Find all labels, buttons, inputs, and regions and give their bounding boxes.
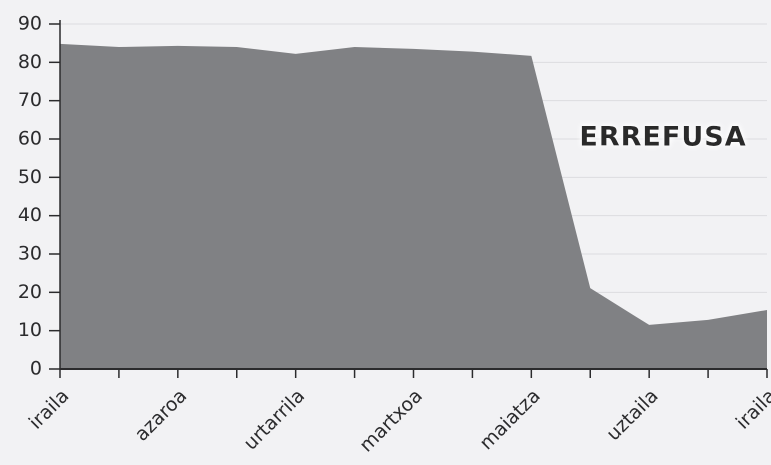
- x-tick-label: iraila: [732, 385, 771, 434]
- y-tick-label: 60: [18, 128, 42, 150]
- x-tick-label: martxoa: [355, 385, 427, 457]
- y-tick-label: 20: [18, 281, 42, 303]
- y-tick-label: 50: [18, 166, 42, 188]
- x-tick-label: maiatza: [475, 385, 544, 454]
- x-tick-label: uztaila: [602, 385, 662, 445]
- y-tick-label: 30: [18, 243, 42, 265]
- area: [60, 43, 767, 369]
- y-tick-label: 10: [18, 319, 42, 341]
- y-tick-label: 80: [18, 51, 42, 73]
- x-tick-label: urtarrila: [239, 385, 309, 455]
- y-tick-label: 90: [18, 13, 42, 35]
- x-tick-label: iraila: [25, 385, 74, 434]
- y-tick-label: 0: [30, 358, 42, 380]
- annotation: ERREFUSA: [579, 122, 746, 153]
- y-tick-label: 70: [18, 89, 42, 111]
- x-tick-label: azaroa: [131, 385, 192, 446]
- y-tick-label: 40: [18, 204, 42, 226]
